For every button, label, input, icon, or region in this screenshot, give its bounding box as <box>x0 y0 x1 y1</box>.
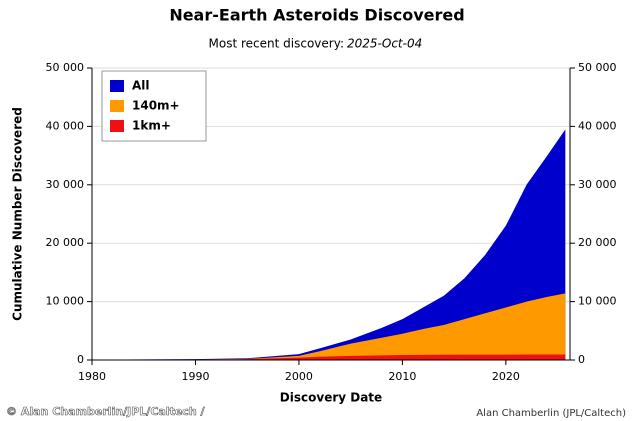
legend: All 140m+ 1km+ <box>101 70 207 142</box>
legend-swatch <box>110 80 124 92</box>
y-tick-label: 0 <box>77 353 84 366</box>
x-tick-label: 2010 <box>388 370 416 383</box>
y-tick-label: 30 000 <box>46 178 85 191</box>
y-tick-label: 40 000 <box>46 119 85 132</box>
legend-swatch <box>110 120 124 132</box>
area <box>92 354 566 360</box>
x-tick-label: 1990 <box>181 370 209 383</box>
area <box>92 129 566 360</box>
y-tick-label: 20 000 <box>46 236 85 249</box>
y-axis-label: Cumulative Number Discovered <box>11 107 25 321</box>
y2-tick-label: 10 000 <box>578 295 617 308</box>
x-tick-label: 2020 <box>492 370 520 383</box>
subtitle-date: 2025-Oct-04 <box>347 37 422 51</box>
y2-tick-label: 0 <box>578 353 585 366</box>
y2-tick-label: 40 000 <box>578 119 617 132</box>
area <box>92 293 566 360</box>
x-tick-label: 1980 <box>78 370 106 383</box>
y-tick-label: 10 000 <box>46 295 85 308</box>
x-axis-label: Discovery Date <box>280 391 382 405</box>
x-tick-label: 2000 <box>285 370 313 383</box>
y2-tick-label: 20 000 <box>578 236 617 249</box>
y2-tick-label: 50 000 <box>578 61 617 74</box>
plot-area: 0 0 10 000 10 000 20 000 20 000 30 000 30 000 40… <box>46 61 617 383</box>
legend-label: 1km+ <box>132 119 171 133</box>
subtitle: Most recent discovery: <box>209 37 344 51</box>
y-tick-label: 50 000 <box>46 61 85 74</box>
legend-label: All <box>132 79 150 93</box>
legend-label: 140m+ <box>132 99 180 113</box>
watermark: © Alan Chamberlin/JPL/Caltech / <box>6 405 205 418</box>
credit: Alan Chamberlin (JPL/Caltech) <box>476 408 626 419</box>
legend-swatch <box>110 100 124 112</box>
chart-title: Near-Earth Asteroids Discovered <box>169 6 464 25</box>
y2-tick-label: 30 000 <box>578 178 617 191</box>
